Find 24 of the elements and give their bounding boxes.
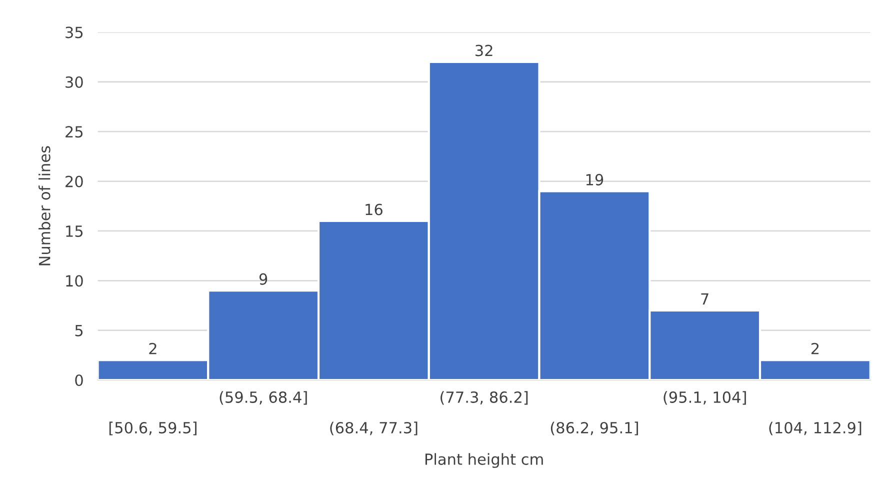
y-tick-label: 5	[75, 324, 83, 336]
x-tick-label: (77.3, 86.2]	[440, 391, 528, 405]
x-tick-label: (59.5, 68.4]	[220, 391, 307, 405]
y-tick-label: 0	[75, 374, 83, 386]
y-tick-label: 25	[66, 126, 83, 138]
x-axis-title: Plant height cm	[425, 453, 543, 468]
x-tick-label: (68.4, 77.3]	[330, 422, 418, 436]
y-tick-label: 10	[66, 275, 83, 287]
x-tick-label: [50.6, 59.5]	[109, 422, 196, 436]
data-label: 7	[701, 293, 708, 304]
data-label: 9	[259, 273, 268, 285]
y-tick-label: 15	[66, 226, 83, 237]
data-label: 2	[149, 342, 156, 354]
y-axis-title: Number of lines	[38, 146, 50, 266]
data-label: 16	[366, 204, 382, 216]
data-label: 2	[811, 342, 819, 354]
y-tick-label: 35	[66, 26, 83, 38]
y-tick-label: 30	[66, 76, 83, 88]
x-tick-label: (86.2, 95.1]	[550, 422, 638, 436]
y-tick-label: 20	[66, 176, 83, 188]
data-label: 32	[476, 44, 492, 56]
x-tick-label: (104, 112.9]	[769, 422, 862, 436]
data-label: 19	[586, 174, 604, 186]
x-tick-label: (95.1, 104]	[664, 391, 746, 405]
